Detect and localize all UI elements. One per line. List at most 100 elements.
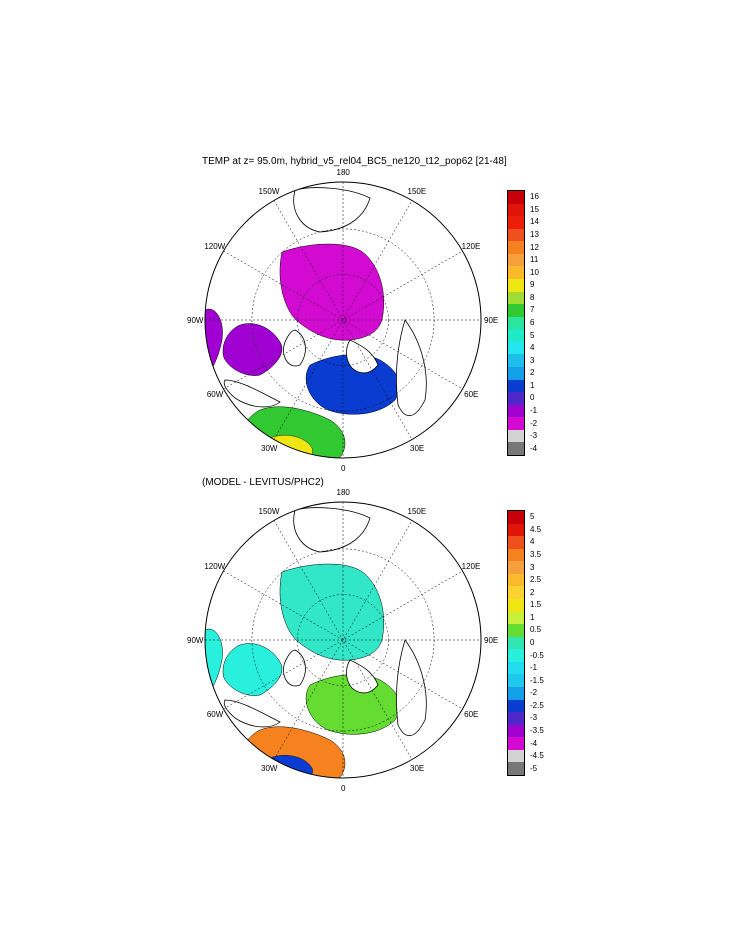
colorbar-label: 15 [530,204,539,214]
landmass-4 [293,507,371,553]
colorbar-swatch [508,724,524,738]
colorbar-swatch [508,429,524,443]
longitude-label: 60W [206,389,224,399]
colorbar-swatch [508,404,524,418]
colorbar-swatch [508,266,524,280]
colorbar-swatch [508,228,524,242]
colorbar-label: 12 [530,242,539,252]
colorbar-swatch [508,511,524,525]
landmass-2 [396,319,427,417]
colorbar-swatch [508,636,524,650]
longitude-label: 150E [407,187,427,197]
colorbar-label: -1.5 [530,675,544,685]
colorbar-swatch [508,253,524,267]
colorbar-swatch [508,699,524,713]
longitude-label: 60W [206,709,224,719]
colorbar-swatch [508,203,524,217]
panel-2-colorbar: 5 4.5 4 3.5 3 2.5 2 1.5 1 0.5 0 -0.5 -1 -1.5 -2 -2.5 -3 -… [507,510,544,776]
meridian-5 [273,200,413,440]
colorbar-label: -2.5 [530,700,544,710]
longitude-label: 30W [261,443,278,453]
longitude-label: 30E [410,443,425,453]
colorbar-label: -3 [530,713,538,723]
colorbar-swatch [508,279,524,293]
colorbar-swatch [508,367,524,381]
longitude-label: 120W [204,561,226,571]
landmass-1 [283,649,306,687]
colorbar-swatch [508,762,524,776]
colorbar-label: -4.5 [530,751,544,761]
colorbar-swatch [508,599,524,613]
colorbar-swatch [508,216,524,230]
landmass-1 [283,329,306,367]
colorbar-label: 14 [530,217,539,227]
colorbar-label: 1.5 [530,600,542,610]
arctic-ocean-region [279,243,385,341]
longitude-label: 60E [464,709,479,719]
colorbar-label: 1 [530,612,535,622]
colorbar-label: 3 [530,562,535,572]
colorbar-label: 2 [530,587,535,597]
colorbar-label: 11 [530,255,539,265]
colorbar-swatch [508,661,524,675]
colorbar-swatch [508,392,524,406]
landmass-3 [223,699,281,728]
colorbar-swatch [508,573,524,587]
canadian-shelf-region [222,643,283,696]
longitude-label: 150W [258,187,280,197]
colorbar-label: 7 [530,305,535,315]
longitude-label: 120E [461,241,481,251]
colorbar-label: -3 [530,431,538,441]
longitude-label: 90E [484,315,499,325]
longitude-label: 90E [484,635,499,645]
colorbar-label: -5 [530,763,538,773]
colorbar-swatch [508,341,524,355]
landmass-3 [223,379,281,408]
colorbar-swatch [508,611,524,625]
colorbar-swatch [508,442,524,456]
colorbar-swatch [508,191,524,205]
polar-map-svg [204,501,482,779]
colorbar-swatch [508,624,524,638]
longitude-label: 0 [341,463,346,473]
colorbar-swatch [508,241,524,255]
colorbar-label: 6 [530,318,535,327]
colorbar-swatch [508,712,524,726]
colorbar-label: 3.5 [530,550,542,559]
colorbar-label: 13 [530,230,539,239]
longitude-label: 0 [341,783,346,793]
longitude-label: 30W [261,763,278,773]
colorbar-label: -4 [530,443,538,453]
colorbar-swatch [508,417,524,431]
arctic-ocean-region [279,563,385,661]
colorbar-swatch [508,561,524,575]
parallel-0 [297,274,389,366]
colorbar-swatch [508,304,524,318]
colorbar-swatch [508,649,524,663]
colorbar-label: 2 [530,368,535,378]
panel-1-title: TEMP at z= 95.0m, hybrid_v5_rel04_BC5_ne… [202,156,507,167]
colorbar-label: 4 [530,537,535,547]
longitude-label: 30E [410,763,425,773]
panel-1-map: 180 150E 120E 90E 60E 30E 0 30W 60W 90W 120W 150W [187,168,498,473]
colorbar-label: 9 [530,280,535,290]
colorbar-swatch [508,536,524,550]
colorbar-label: 5 [530,330,535,340]
landmass-4 [293,187,371,233]
canadian-shelf-region [222,323,283,376]
colorbar-label: 8 [530,292,535,302]
colorbar-label: 16 [530,192,539,202]
colorbar-swatch [508,687,524,701]
colorbar-label: 3 [530,355,535,365]
colorbar-swatch [508,329,524,343]
colorbar-label: 0.5 [530,625,542,635]
colorbar-label: 0 [530,393,535,403]
colorbar-label: 1 [530,380,535,390]
colorbar-swatch [508,291,524,305]
colorbar-swatch [508,674,524,688]
colorbar-label: 2.5 [530,575,542,585]
parallel-0 [297,594,389,686]
colorbar-swatch [508,749,524,763]
landmass-2 [396,639,427,737]
longitude-label: 90W [187,635,204,645]
